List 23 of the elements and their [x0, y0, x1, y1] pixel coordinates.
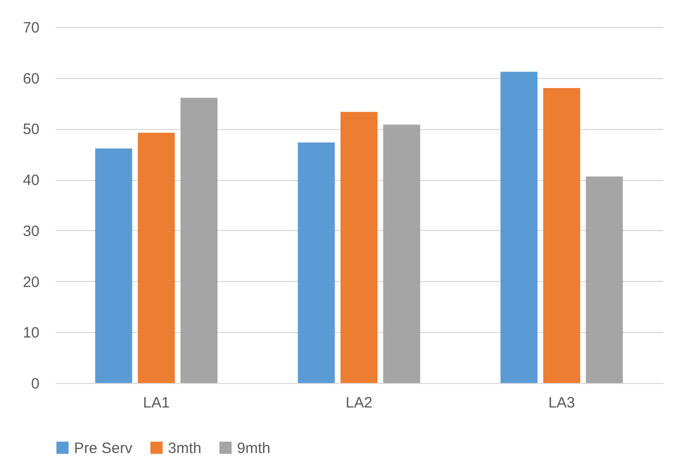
x-tick-label: LA1	[142, 394, 170, 412]
y-tick-label: 40	[22, 172, 40, 190]
y-tick-label: 10	[22, 324, 40, 342]
y-tick-label: 70	[22, 20, 40, 36]
y-tick-label: 60	[22, 70, 40, 88]
legend-label: Pre Serv	[74, 440, 133, 457]
y-tick-label: 0	[31, 376, 40, 392]
bar	[383, 124, 420, 383]
x-tick-label: LA2	[346, 394, 372, 412]
y-tick-label: 30	[22, 222, 40, 240]
bar	[586, 176, 623, 383]
legend-label: 9mth	[237, 440, 270, 457]
x-tick-label: LA3	[548, 394, 576, 412]
bar	[298, 142, 335, 383]
bar	[95, 148, 132, 383]
bar	[340, 112, 378, 383]
bar	[543, 88, 580, 383]
bar	[138, 132, 175, 383]
bar	[500, 72, 538, 383]
legend-label: 3mth	[168, 440, 202, 457]
y-tick-label: 20	[22, 274, 40, 291]
y-tick-label: 50	[22, 121, 40, 138]
bar	[180, 98, 218, 383]
